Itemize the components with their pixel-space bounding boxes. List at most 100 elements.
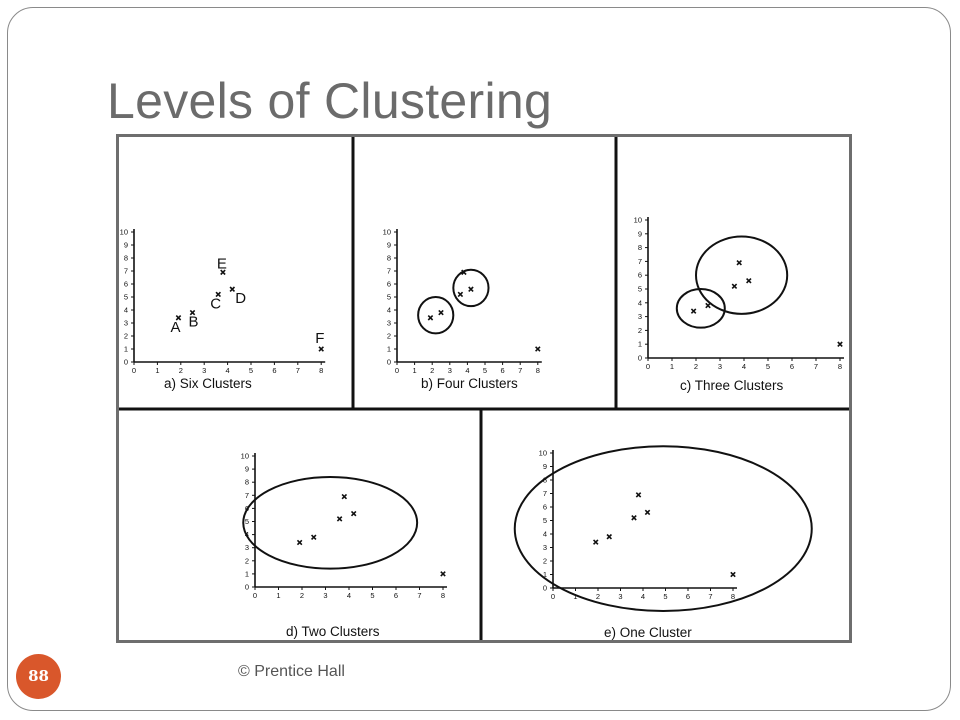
y-tick-label: 0 bbox=[124, 358, 128, 367]
panel-caption: a) Six Clusters bbox=[164, 376, 252, 391]
x-tick-label: 8 bbox=[319, 366, 323, 375]
y-tick-label: 1 bbox=[638, 340, 642, 349]
x-tick-label: 7 bbox=[708, 592, 712, 601]
x-tick-label: 0 bbox=[551, 592, 555, 601]
y-tick-label: 9 bbox=[543, 462, 547, 471]
y-tick-label: 9 bbox=[245, 465, 249, 474]
data-point-f bbox=[730, 571, 736, 578]
y-tick-label: 0 bbox=[543, 584, 547, 593]
x-tick-label: 3 bbox=[718, 362, 722, 371]
x-tick-label: 0 bbox=[646, 362, 650, 371]
y-tick-label: 1 bbox=[543, 570, 547, 579]
data-point-a bbox=[175, 315, 182, 321]
x-tick-label: 3 bbox=[618, 592, 622, 601]
x-tick-label: 6 bbox=[272, 366, 276, 375]
y-tick-label: 5 bbox=[638, 285, 642, 294]
x-tick-label: 1 bbox=[413, 366, 417, 375]
data-point-a bbox=[296, 539, 303, 546]
x-tick-label: 3 bbox=[323, 591, 327, 600]
x-tick-label: 8 bbox=[731, 592, 735, 601]
x-tick-label: 7 bbox=[417, 591, 421, 600]
y-tick-label: 9 bbox=[124, 241, 128, 250]
y-tick-label: 8 bbox=[638, 243, 642, 252]
panel-caption: d) Two Clusters bbox=[286, 624, 380, 639]
data-point-f bbox=[535, 346, 541, 352]
y-tick-label: 4 bbox=[638, 298, 642, 307]
y-tick-label: 2 bbox=[543, 557, 547, 566]
y-tick-label: 10 bbox=[634, 216, 642, 225]
y-tick-label: 8 bbox=[387, 254, 391, 263]
cluster-boundary-1 bbox=[242, 475, 419, 570]
x-tick-label: 1 bbox=[155, 366, 159, 375]
y-tick-label: 5 bbox=[543, 516, 547, 525]
point-label-f: F bbox=[315, 330, 324, 347]
y-tick-label: 6 bbox=[124, 280, 128, 289]
y-tick-label: 2 bbox=[124, 332, 128, 341]
y-tick-label: 7 bbox=[387, 267, 391, 276]
slide-number-badge: 88 bbox=[16, 654, 61, 699]
y-tick-label: 7 bbox=[124, 267, 128, 276]
panel-1: 0 1 2 3 4 5 6 7 8 0 1 2 3 4 5 6 7 8 9 10 A BC D E Fa) Six Cluste… bbox=[120, 228, 326, 391]
x-tick-label: 2 bbox=[179, 366, 183, 375]
x-tick-label: 3 bbox=[202, 366, 206, 375]
x-tick-label: 4 bbox=[465, 366, 469, 375]
x-tick-label: 6 bbox=[790, 362, 794, 371]
x-tick-label: 2 bbox=[596, 592, 600, 601]
data-point-e bbox=[736, 260, 742, 266]
cluster-boundary-2 bbox=[695, 235, 789, 315]
point-label-a: A bbox=[170, 319, 180, 336]
y-tick-label: 0 bbox=[245, 583, 249, 592]
y-tick-label: 5 bbox=[124, 293, 128, 302]
y-tick-label: 9 bbox=[387, 241, 391, 250]
y-tick-label: 10 bbox=[383, 228, 391, 237]
cluster-boundary-2 bbox=[452, 268, 490, 308]
x-tick-label: 7 bbox=[518, 366, 522, 375]
y-tick-label: 7 bbox=[543, 489, 547, 498]
y-tick-label: 3 bbox=[543, 543, 547, 552]
x-tick-label: 4 bbox=[742, 362, 746, 371]
x-tick-label: 4 bbox=[641, 592, 645, 601]
x-tick-label: 0 bbox=[253, 591, 257, 600]
panel-dividers bbox=[119, 137, 849, 640]
y-tick-label: 4 bbox=[124, 306, 128, 315]
panel-caption: b) Four Clusters bbox=[421, 376, 518, 391]
y-tick-label: 10 bbox=[241, 452, 249, 461]
data-point-b bbox=[189, 309, 196, 316]
x-tick-label: 0 bbox=[132, 366, 136, 375]
x-tick-label: 2 bbox=[430, 366, 434, 375]
x-tick-label: 4 bbox=[226, 366, 230, 375]
y-tick-label: 7 bbox=[638, 257, 642, 266]
x-tick-label: 8 bbox=[441, 591, 445, 600]
panel-3: 0 1 2 3 4 5 6 7 8 0 1 2 3 4 5 6 7 8 9 10 c) Three Clusters bbox=[634, 216, 844, 393]
y-tick-label: 5 bbox=[245, 517, 249, 526]
data-point-f bbox=[318, 346, 324, 352]
data-point-e bbox=[635, 492, 642, 498]
panel-caption: e) One Cluster bbox=[604, 625, 692, 640]
data-point-c bbox=[457, 291, 464, 298]
copyright-footer: © Prentice Hall bbox=[238, 663, 345, 680]
point-label-c: C bbox=[210, 295, 221, 312]
data-point-c bbox=[215, 291, 222, 298]
data-point-a bbox=[592, 539, 599, 545]
data-point-d bbox=[229, 286, 236, 292]
x-tick-label: 6 bbox=[686, 592, 690, 601]
data-point-c bbox=[631, 515, 637, 521]
data-point-d bbox=[468, 286, 474, 292]
y-tick-label: 6 bbox=[387, 280, 391, 289]
data-point-f bbox=[837, 341, 843, 347]
data-point-d bbox=[746, 277, 752, 284]
panel-caption: c) Three Clusters bbox=[680, 378, 784, 393]
y-tick-label: 10 bbox=[539, 449, 547, 458]
y-tick-label: 3 bbox=[638, 312, 642, 321]
x-tick-label: 1 bbox=[670, 362, 674, 371]
x-tick-label: 1 bbox=[573, 592, 577, 601]
y-tick-label: 3 bbox=[245, 543, 249, 552]
x-tick-label: 5 bbox=[766, 362, 770, 371]
y-tick-label: 7 bbox=[245, 491, 249, 500]
x-tick-label: 7 bbox=[814, 362, 818, 371]
point-label-b: B bbox=[189, 314, 199, 331]
cluster-boundary-1 bbox=[675, 288, 726, 329]
